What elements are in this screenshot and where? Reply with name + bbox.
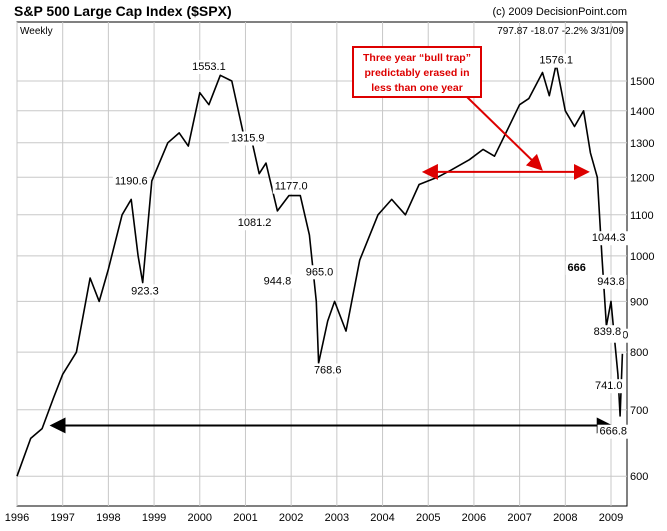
- value-label-bg: [589, 231, 628, 246]
- arrows: [49, 96, 613, 434]
- y-tick-label: 1300: [630, 138, 654, 150]
- x-tick-label: 1996: [5, 512, 29, 524]
- value-label: 965.0: [306, 266, 334, 278]
- value-label: 1177.0: [275, 181, 308, 193]
- value-label-bg: [112, 174, 150, 189]
- callout-line-3: less than one year: [371, 82, 463, 94]
- callout-line-2: predictably erased in: [364, 67, 469, 79]
- value-label-bg: [190, 60, 228, 75]
- value-label: 768.6: [314, 364, 342, 376]
- x-tick-label: 2004: [370, 512, 394, 524]
- value-label-bg: [591, 325, 624, 340]
- value-label: 943.8: [597, 276, 625, 288]
- x-tick-label: 2006: [462, 512, 486, 524]
- value-label: 741.0: [595, 380, 623, 392]
- copyright-text: (c) 2009 DecisionPoint.com: [492, 6, 627, 18]
- value-label-bg: [303, 265, 336, 280]
- x-tick-label: 2007: [507, 512, 531, 524]
- x-tick-label: 1998: [96, 512, 120, 524]
- value-label-bg: [311, 363, 344, 378]
- x-tick-label: 2000: [188, 512, 212, 524]
- value-label-bg: [228, 131, 267, 146]
- value-label: 666.8: [600, 426, 628, 438]
- x-tick-label: 2008: [553, 512, 577, 524]
- value-label-bg: [537, 53, 576, 68]
- x-tick-label: 1999: [142, 512, 166, 524]
- x-tick-label: 2003: [325, 512, 349, 524]
- value-label: 1190.6: [115, 176, 148, 188]
- series-layer: [16, 63, 624, 477]
- value-label-bg: [272, 179, 310, 194]
- value-label-bg: [129, 284, 161, 299]
- value-label-bg: [597, 424, 630, 439]
- period-label: Weekly: [20, 26, 53, 37]
- x-tick-label: 2002: [279, 512, 303, 524]
- y-tick-label: 1200: [630, 172, 654, 184]
- x-tick-label: 1997: [50, 512, 74, 524]
- y-tick-label: 600: [630, 471, 648, 483]
- y-tick-label: 1100: [630, 210, 654, 222]
- series-line: [16, 63, 624, 477]
- callout-box: Three year “bull trap” predictably erase…: [352, 46, 482, 98]
- y-tick-label: 1500: [630, 76, 654, 88]
- value-label-bg: [261, 274, 294, 289]
- callout-line-1: Three year “bull trap”: [363, 52, 471, 64]
- value-label: 666: [568, 262, 586, 274]
- y-tick-label: 1400: [630, 106, 654, 118]
- value-label: 1081.2: [238, 217, 272, 229]
- x-tick-label: 2001: [233, 512, 257, 524]
- x-tick-label: 2005: [416, 512, 440, 524]
- value-label: 1576.1: [539, 55, 573, 67]
- annotation-labels: 1553.1 1315.9 1190.6 1081.2 1177.0 923.3 944.8…: [112, 53, 631, 439]
- stats-label: 797.87 -18.07 -2.2% 3/31/09: [497, 26, 624, 37]
- x-tick-label: 2009: [599, 512, 623, 524]
- y-tick-label: 1000: [630, 251, 654, 263]
- value-label-bg: [565, 260, 588, 275]
- value-label: 923.3: [131, 285, 159, 297]
- value-label-bg: [235, 216, 274, 231]
- value-label-bg: [595, 274, 627, 289]
- value-label: 944.8: [264, 275, 292, 287]
- value-label: 1553.1: [192, 61, 226, 73]
- value-label: 839.8: [594, 326, 622, 338]
- y-tick-label: 700: [630, 405, 648, 417]
- chart-title: S&P 500 Large Cap Index ($SPX): [14, 3, 232, 19]
- value-label: 1315.9: [231, 133, 265, 145]
- callout-pointer-arrow: [466, 96, 543, 171]
- value-label-bg: [592, 379, 625, 394]
- axis-ticks: 600 700 800 900 1000 1100 1200 1300 1400 1500 1996…: [5, 76, 655, 524]
- y-tick-label: 900: [630, 296, 648, 308]
- value-label: 1044.3: [592, 232, 626, 244]
- y-tick-label: 800: [630, 347, 648, 359]
